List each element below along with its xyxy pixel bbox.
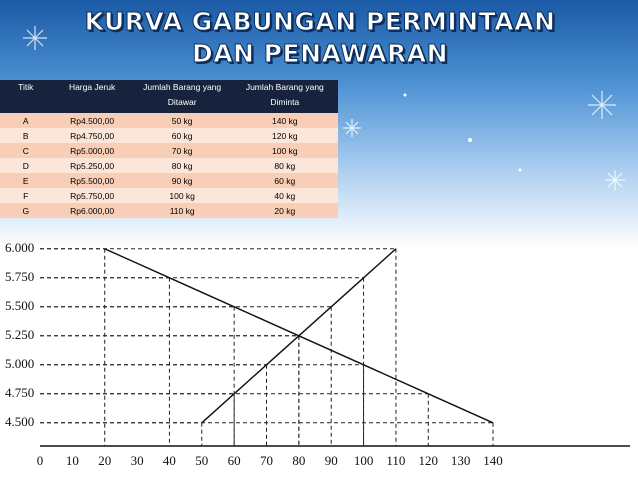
y-tick-label: 5.250 (5, 327, 34, 342)
table-cell: Rp5.000,00 (51, 143, 133, 158)
sparkle (518, 168, 522, 172)
table-cell: F (0, 188, 52, 203)
x-tick-label: 100 (354, 453, 374, 468)
table-cell: Rp4.500,00 (51, 113, 133, 128)
table-cell: Rp5.750,00 (51, 188, 133, 203)
table-cell: Rp5.250,00 (51, 158, 133, 173)
table-cell: 90 kg (132, 173, 232, 188)
x-tick-label: 60 (228, 453, 241, 468)
table-cell: 110 kg (132, 203, 232, 218)
x-tick-label: 20 (98, 453, 111, 468)
x-tick-label: 80 (292, 453, 305, 468)
table-cell: D (0, 158, 52, 173)
data-table: Titik Harga Jeruk Jumlah Barang yang Ditaw… (0, 80, 338, 218)
table-cell: Rp6.000,00 (51, 203, 133, 218)
table-cell: 50 kg (132, 113, 232, 128)
x-tick-label: 30 (131, 453, 144, 468)
x-tick-label: 50 (195, 453, 208, 468)
snowflake (605, 170, 625, 190)
header-cell: Jumlah Barang yang Diminta (231, 80, 338, 113)
table-cell: 120 kg (231, 128, 338, 143)
table-cell: 100 kg (231, 143, 338, 158)
table-row: D Rp5.250,00 80 kg 80 kg (0, 158, 338, 173)
table-cell: A (0, 113, 52, 128)
table-cell: B (0, 128, 52, 143)
table-row: G Rp6.000,00 110 kg 20 kg (0, 203, 338, 218)
table-cell: 60 kg (231, 173, 338, 188)
header-cell: Titik (0, 80, 52, 113)
table-row: B Rp4.750,00 60 kg 120 kg (0, 128, 338, 143)
header-cell: Jumlah Barang yang Ditawar (132, 80, 232, 113)
y-tick-label: 5.750 (5, 269, 34, 284)
x-tick-label: 70 (260, 453, 273, 468)
snowflake (588, 91, 616, 119)
table-row: A Rp4.500,00 50 kg 140 kg (0, 113, 338, 128)
y-tick-label: 4.750 (5, 385, 34, 400)
table-row: C Rp5.000,00 70 kg 100 kg (0, 143, 338, 158)
x-tick-label: 120 (419, 453, 439, 468)
table-row: F Rp5.750,00 100 kg 40 kg (0, 188, 338, 203)
table-header: Titik Harga Jeruk Jumlah Barang yang Ditaw… (0, 80, 338, 113)
sparkle (403, 93, 407, 97)
slide-title: KURVA GABUNGAN PERMINTAAN DAN PENAWARAN (84, 7, 556, 69)
table-cell: C (0, 143, 52, 158)
table-row: E Rp5.500,00 90 kg 60 kg (0, 173, 338, 188)
table-cell: 80 kg (132, 158, 232, 173)
header-cell: Harga Jeruk (51, 80, 133, 113)
snowflake (343, 119, 361, 137)
table-cell: G (0, 203, 52, 218)
x-tick-label: 130 (451, 453, 471, 468)
curve-line (104, 248, 494, 424)
y-tick-label: 5.500 (5, 298, 34, 313)
snowflake (23, 26, 47, 50)
table-cell: Rp4.750,00 (51, 128, 133, 143)
table-cell: Rp5.500,00 (51, 173, 133, 188)
table-cell: 20 kg (231, 203, 338, 218)
table-cell: 40 kg (231, 188, 338, 203)
x-tick-label: 140 (483, 453, 503, 468)
x-tick-label: 10 (66, 453, 79, 468)
x-tick-label: 110 (386, 453, 405, 468)
y-tick-label: 4.500 (5, 414, 34, 429)
table-cell: 60 kg (132, 128, 232, 143)
x-tick-label: 0 (37, 453, 44, 468)
x-tick-label: 90 (325, 453, 338, 468)
table-cell: 140 kg (231, 113, 338, 128)
y-tick-label: 5.000 (5, 356, 34, 371)
table-cell: 80 kg (231, 158, 338, 173)
sparkle (468, 138, 472, 142)
x-tick-label: 40 (163, 453, 176, 468)
y-tick-label: 6.000 (5, 240, 34, 255)
table-cell: 100 kg (132, 188, 232, 203)
table-cell: E (0, 173, 52, 188)
table-cell: 70 kg (132, 143, 232, 158)
